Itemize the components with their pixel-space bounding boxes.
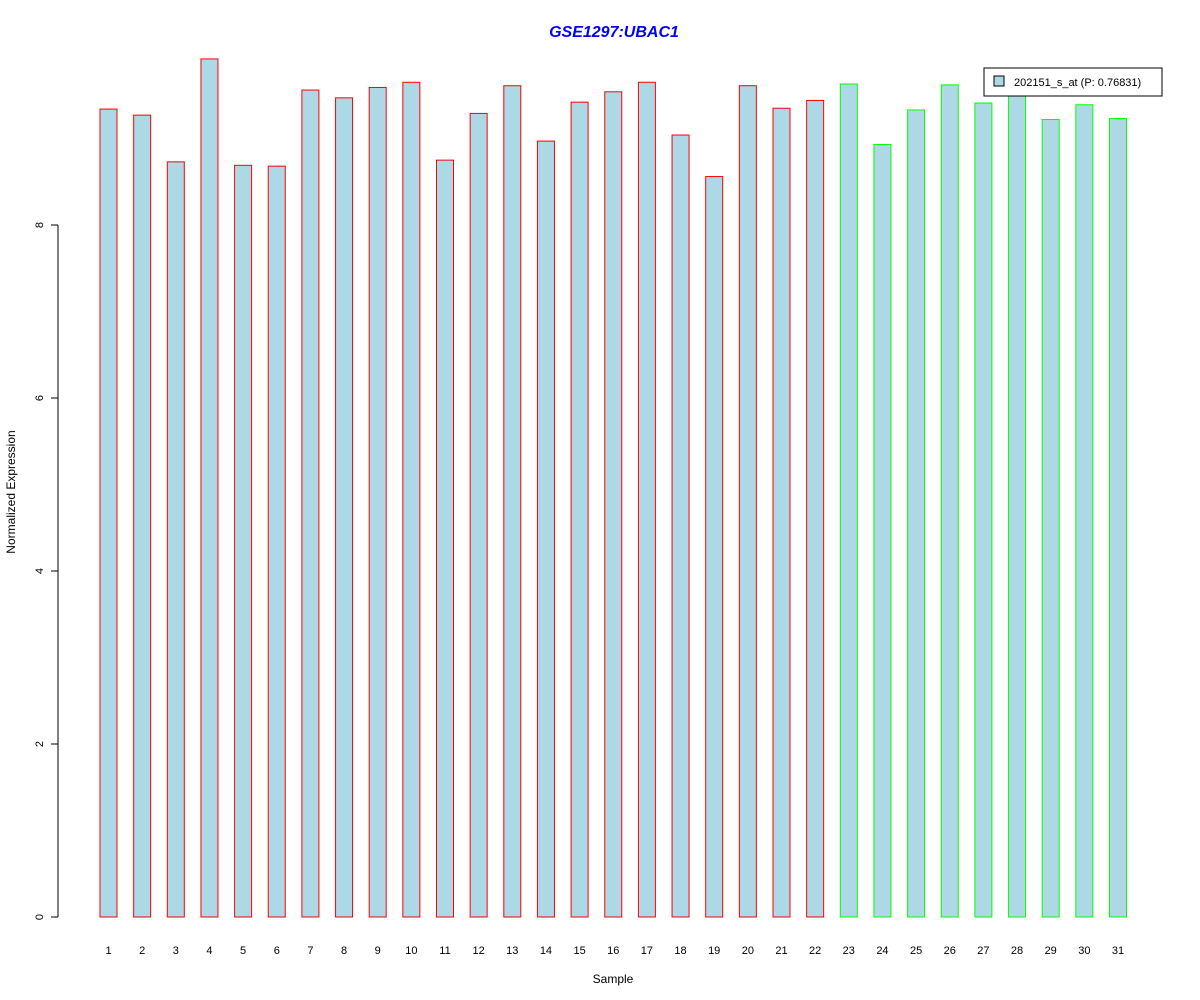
bar xyxy=(133,114,152,918)
bar xyxy=(335,97,354,918)
bar xyxy=(166,161,185,918)
y-tick-label: 6 xyxy=(34,395,46,401)
bar xyxy=(1109,118,1127,918)
bar xyxy=(503,85,522,918)
x-tick-label: 15 xyxy=(573,945,585,957)
x-tick-label: 12 xyxy=(473,945,485,957)
legend-key xyxy=(993,75,1005,87)
bar xyxy=(1041,118,1060,918)
bar xyxy=(200,58,219,918)
bar xyxy=(99,108,118,918)
bar xyxy=(974,102,993,918)
x-axis-title: Sample xyxy=(593,972,634,986)
x-tick-label: 2 xyxy=(139,945,145,957)
legend-box xyxy=(983,67,1163,97)
x-tick-label: 3 xyxy=(173,945,179,957)
x-tick-label: 16 xyxy=(607,945,619,957)
bar xyxy=(705,176,724,918)
x-tick-label: 10 xyxy=(405,945,417,957)
y-tick-label: 4 xyxy=(34,568,46,574)
bar xyxy=(267,165,286,918)
x-tick-label: 25 xyxy=(910,945,922,957)
bar xyxy=(671,134,690,918)
y-axis-ticks: 0 2 4 6 8 xyxy=(34,222,58,920)
x-tick-label: 17 xyxy=(641,945,653,957)
x-tick-label: 8 xyxy=(341,945,347,957)
x-tick-label: 31 xyxy=(1112,945,1124,957)
x-axis-tick-labels: 1 2 3 4 5 6 7 8 9 10 11 12 13 14 15 16 17 18 19 20 21 22 23 24 2… xyxy=(105,945,1124,957)
x-tick-label: 5 xyxy=(240,945,246,957)
bar xyxy=(940,84,959,918)
x-tick-label: 13 xyxy=(506,945,518,957)
x-tick-label: 30 xyxy=(1078,945,1090,957)
bar xyxy=(772,107,791,918)
bar xyxy=(368,86,387,918)
x-tick-label: 7 xyxy=(307,945,313,957)
y-tick-label: 8 xyxy=(34,222,46,228)
bar xyxy=(1008,87,1027,918)
x-tick-label: 18 xyxy=(674,945,686,957)
y-axis-title: Normalized Expression xyxy=(4,430,18,553)
bar xyxy=(469,112,488,918)
x-tick-label: 23 xyxy=(843,945,855,957)
bar xyxy=(402,81,421,918)
bar-series xyxy=(99,58,1127,918)
bar xyxy=(234,164,253,918)
bar xyxy=(738,85,757,918)
chart-title: GSE1297:UBAC1 xyxy=(549,24,679,41)
x-tick-label: 4 xyxy=(206,945,212,957)
x-tick-label: 20 xyxy=(742,945,754,957)
legend: 202151_s_at (P: 0.76831) xyxy=(983,67,1163,97)
x-tick-label: 14 xyxy=(540,945,552,957)
bar xyxy=(301,89,320,918)
x-tick-label: 28 xyxy=(1011,945,1023,957)
bar xyxy=(873,144,892,918)
bar xyxy=(839,83,858,918)
x-tick-label: 21 xyxy=(775,945,787,957)
legend-label: 202151_s_at (P: 0.76831) xyxy=(1014,77,1141,89)
x-tick-label: 24 xyxy=(876,945,888,957)
x-tick-label: 6 xyxy=(274,945,280,957)
x-tick-label: 29 xyxy=(1045,945,1057,957)
x-tick-label: 22 xyxy=(809,945,821,957)
x-tick-label: 1 xyxy=(105,945,111,957)
bar xyxy=(536,140,555,918)
bar xyxy=(604,91,623,918)
bar xyxy=(1075,104,1094,918)
x-tick-label: 27 xyxy=(977,945,989,957)
bar xyxy=(806,99,825,918)
bar xyxy=(907,109,926,918)
bar xyxy=(436,159,454,918)
y-tick-label: 0 xyxy=(34,914,46,920)
x-tick-label: 9 xyxy=(375,945,381,957)
x-tick-label: 19 xyxy=(708,945,720,957)
x-tick-label: 26 xyxy=(944,945,956,957)
x-tick-label: 11 xyxy=(439,945,450,957)
y-tick-label: 2 xyxy=(34,741,46,747)
bar xyxy=(570,101,589,918)
bar xyxy=(637,81,656,918)
